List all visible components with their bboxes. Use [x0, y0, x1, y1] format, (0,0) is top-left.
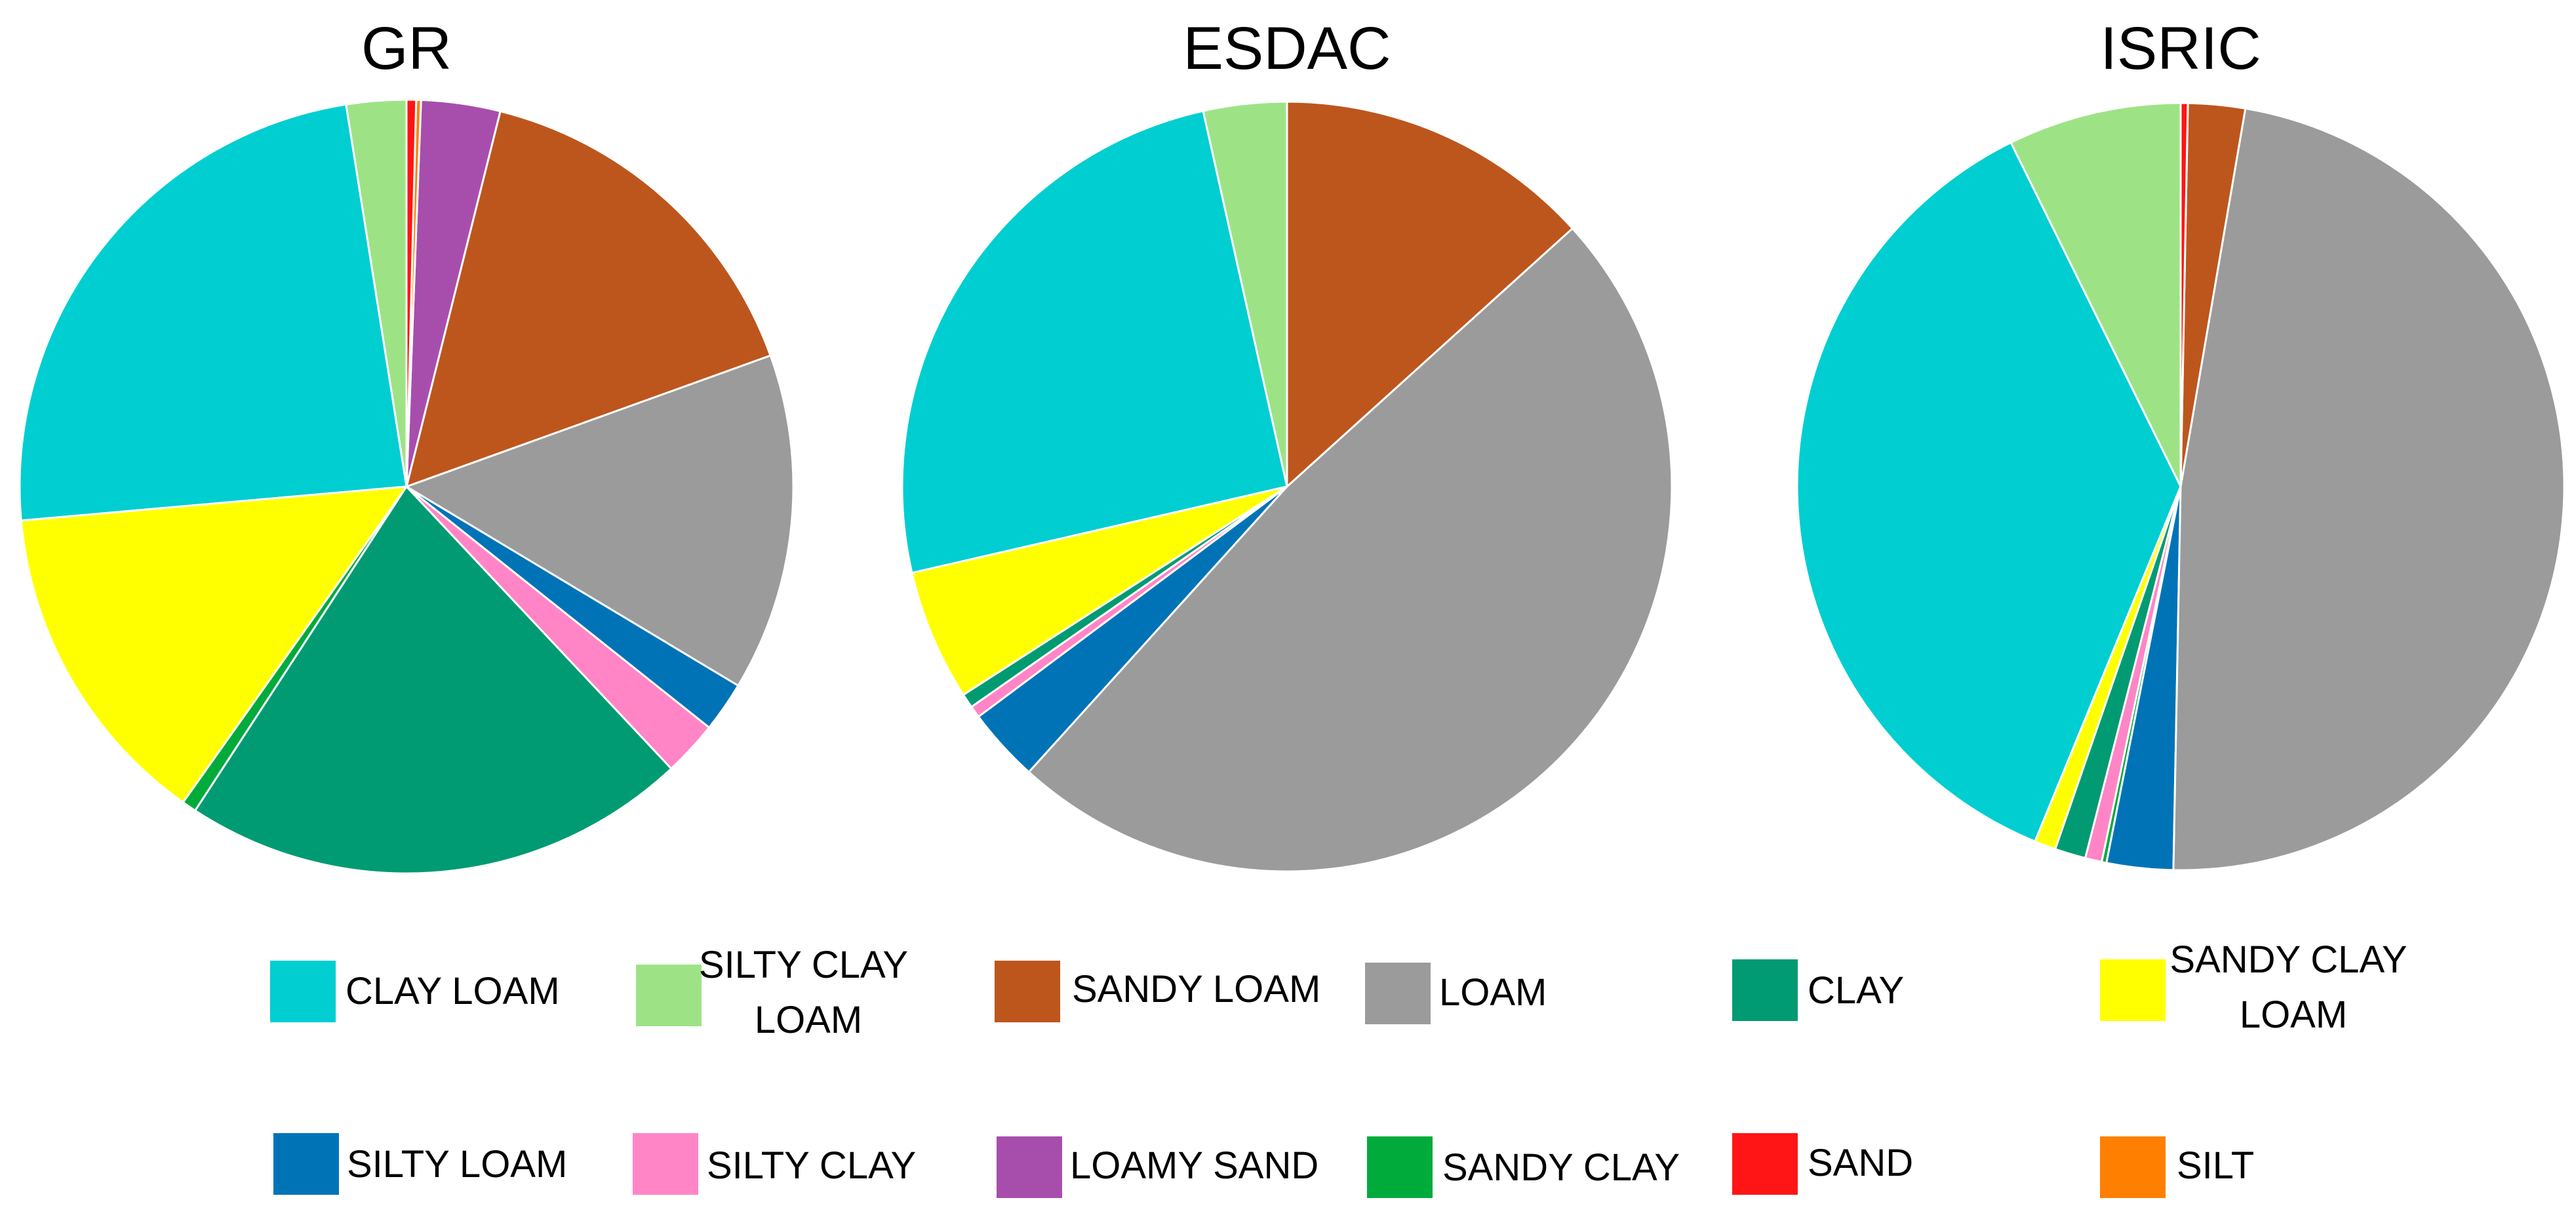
pie-slice-gr-sand — [405, 98, 418, 488]
pie-chart-gr: GR — [18, 15, 795, 875]
legend-swatch-clay — [1732, 959, 1798, 1021]
legend-label-sandy-clay: SANDY CLAY — [1442, 1146, 1680, 1189]
pie-slice-esdac-sandy-loam — [1286, 100, 1574, 488]
legend-label-silty-clay: SILTY CLAY — [707, 1144, 916, 1187]
legend-swatch-silt — [2100, 1136, 2166, 1198]
pie-slice-gr-sandy-clay-loam — [20, 485, 408, 804]
pie-slices-gr — [18, 98, 795, 875]
legend-label-silty-clay-loam-line-1: SILTY CLAY — [699, 944, 907, 986]
legend-item-silty-clay-loam: SILTY CLAY LOAM — [636, 944, 918, 1041]
pie-slice-gr-clay — [194, 485, 673, 875]
legend-item-silty-clay: SILTY CLAY — [633, 1133, 916, 1195]
pie-slice-esdac-sandy-clay-loam — [911, 485, 1288, 696]
legend-swatch-silty-clay-loam — [636, 965, 702, 1026]
legend-label-loamy-sand: LOAMY SAND — [1070, 1144, 1318, 1187]
legend-label-silty-loam: SILTY LOAM — [347, 1143, 567, 1186]
legend-item-loam: LOAM — [1365, 963, 1547, 1024]
legend-label-silty-clay-loam-line-2: LOAM — [755, 999, 862, 1041]
legend-item-loamy-sand: LOAMY SAND — [997, 1136, 1318, 1198]
legend-label-silt: SILT — [2177, 1144, 2254, 1187]
pie-title-esdac: ESDAC — [1183, 15, 1391, 82]
pie-slice-esdac-clay-loam — [901, 110, 1288, 574]
legend-item-clay-loam: CLAY LOAM — [270, 961, 560, 1022]
pie-slice-gr-loam — [405, 354, 795, 687]
pie-chart-isric: ISRIC — [1796, 15, 2566, 871]
legend-item-sand: SAND — [1732, 1133, 1913, 1195]
legend-label-sandy-clay-loam-line-2: LOAM — [2240, 993, 2347, 1036]
legend-label-sandy-clay-loam-line-1: SANDY CLAY — [2170, 938, 2406, 981]
pie-slice-esdac-loam — [1027, 227, 1673, 873]
pie-slice-isric-clay-loam — [1796, 141, 2182, 843]
legend-swatch-sandy-clay-loam — [2100, 959, 2166, 1021]
legend-swatch-loamy-sand — [997, 1136, 1062, 1198]
legend-swatch-clay-loam — [270, 961, 336, 1022]
legend-label-clay-loam: CLAY LOAM — [346, 970, 560, 1012]
legend-swatch-sandy-loam — [995, 961, 1060, 1022]
pie-slices-isric — [1796, 102, 2566, 871]
legend: CLAY LOAM SILTY CLAY LOAM SANDY LOAM LOA… — [270, 938, 2417, 1198]
legend-swatch-loam — [1365, 963, 1431, 1024]
legend-item-silty-loam: SILTY LOAM — [273, 1133, 567, 1195]
pie-chart-esdac: ESDAC — [901, 15, 1673, 873]
legend-swatch-silty-clay — [633, 1133, 698, 1195]
pie-slice-isric-loam — [2172, 107, 2566, 871]
legend-label-loam: LOAM — [1439, 971, 1547, 1014]
pie-slice-gr-sandy-loam — [405, 110, 772, 488]
legend-swatch-sandy-clay — [1367, 1136, 1433, 1198]
pie-title-gr: GR — [361, 15, 452, 82]
legend-item-sandy-loam: SANDY LOAM — [995, 961, 1320, 1022]
pie-slice-gr-clay-loam — [18, 103, 408, 522]
legend-label-clay: CLAY — [1808, 969, 1904, 1012]
legend-label-sandy-clay-loam: SANDY CLAY LOAM — [2170, 938, 2417, 1036]
legend-swatch-silty-loam — [273, 1133, 339, 1195]
legend-item-silt: SILT — [2100, 1136, 2254, 1198]
legend-label-silty-clay-loam: SILTY CLAY LOAM — [699, 944, 918, 1041]
pie-slices-esdac — [901, 100, 1673, 873]
legend-swatch-sand — [1732, 1133, 1798, 1195]
legend-label-sandy-loam: SANDY LOAM — [1072, 968, 1320, 1011]
pie-slice-isric-silty-clay-loam — [2010, 102, 2182, 488]
legend-label-sand: SAND — [1808, 1142, 1913, 1184]
pie-title-isric: ISRIC — [2100, 15, 2261, 82]
legend-item-sandy-clay: SANDY CLAY — [1367, 1136, 1680, 1198]
pie-slice-isric-sand — [2179, 102, 2189, 488]
legend-item-clay: CLAY — [1732, 959, 1904, 1021]
legend-item-sandy-clay-loam: SANDY CLAY LOAM — [2100, 938, 2417, 1036]
